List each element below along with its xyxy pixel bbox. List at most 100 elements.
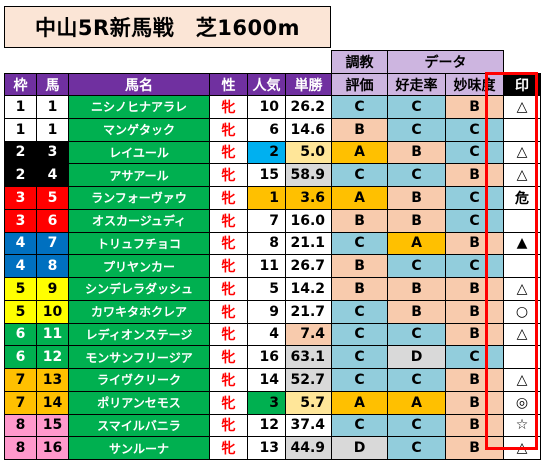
header-shirushi: 印 xyxy=(503,73,542,96)
kosoritsu-cell: C xyxy=(387,436,447,460)
horse-name-cell: ポリアンセモス xyxy=(68,390,210,415)
odds-cell: 14.2 xyxy=(284,277,333,301)
kosoritsu-cell: B xyxy=(387,140,447,165)
sex-cell: 牝 xyxy=(209,436,248,460)
kosoritsu-cell: B xyxy=(387,186,447,210)
hyoka-cell: A xyxy=(331,140,389,165)
header-tansho: 単勝 xyxy=(284,73,333,96)
header-kosoritsu: 好走率 xyxy=(387,73,447,96)
sex-cell: 牝 xyxy=(209,254,248,278)
uma-cell: 16 xyxy=(36,436,69,460)
sex-cell: 牝 xyxy=(209,413,248,438)
table-row: 2 4 アサアール牝 15 58.9 C C B △ xyxy=(4,163,542,187)
header-data: データ xyxy=(387,50,505,74)
hyoka-cell: C xyxy=(331,231,389,256)
header-chokyo: 調教 xyxy=(331,50,389,74)
horse-name-cell: シンデレラダッシュ xyxy=(68,277,210,301)
hyoka-cell: B xyxy=(331,208,389,233)
sex-cell: 牝 xyxy=(209,368,248,392)
ninki-cell: 10 xyxy=(247,95,286,119)
horse-name-cell: サンルーナ xyxy=(68,436,210,460)
uma-cell: 14 xyxy=(36,390,69,415)
header-ninki: 人気 xyxy=(247,73,286,96)
waku-cell: 1 xyxy=(4,117,37,142)
uma-cell: 8 xyxy=(36,254,69,278)
ninki-cell: 8 xyxy=(247,231,286,256)
ninki-cell: 3 xyxy=(247,390,286,415)
hyoka-cell: C xyxy=(331,95,389,119)
ninki-cell: 9 xyxy=(247,299,286,324)
mimido-cell: B xyxy=(445,231,505,256)
mimido-cell: B xyxy=(445,368,505,392)
sex-cell: 牝 xyxy=(209,390,248,415)
uma-cell: 1 xyxy=(36,117,69,142)
odds-cell: 58.9 xyxy=(284,163,333,187)
hyoka-cell: C xyxy=(331,368,389,392)
ninki-cell: 12 xyxy=(247,413,286,438)
table-row: 6 12 モンサンフリージア牝 16 63.1 C D C xyxy=(4,345,542,369)
table-row: 3 6 オスカージュディ牝 7 16.0 B B C xyxy=(4,208,542,233)
waku-cell: 3 xyxy=(4,208,37,233)
uma-cell: 13 xyxy=(36,368,69,392)
table-row: 8 16 サンルーナ牝 13 44.9 D C B △ xyxy=(4,436,542,460)
sex-cell: 牝 xyxy=(209,163,248,187)
mark-cell: ○ xyxy=(503,299,542,324)
hyoka-cell: D xyxy=(331,436,389,460)
uma-cell: 10 xyxy=(36,299,69,324)
ninki-cell: 4 xyxy=(247,322,286,347)
horse-name-cell: プリヤンカー xyxy=(68,254,210,278)
kosoritsu-cell: B xyxy=(387,277,447,301)
sex-cell: 牝 xyxy=(209,186,248,210)
uma-cell: 4 xyxy=(36,163,69,187)
kosoritsu-cell: B xyxy=(387,299,447,324)
odds-cell: 44.9 xyxy=(284,436,333,460)
mark-cell: △ xyxy=(503,140,542,165)
sex-cell: 牝 xyxy=(209,299,248,324)
mark-cell: △ xyxy=(503,436,542,460)
header-mimido: 妙味度 xyxy=(445,73,505,96)
kosoritsu-cell: C xyxy=(387,368,447,392)
hyoka-cell: C xyxy=(331,299,389,324)
mimido-cell: B xyxy=(445,390,505,415)
horse-name-cell: マンゲタック xyxy=(68,117,210,142)
odds-cell: 16.0 xyxy=(284,208,333,233)
odds-cell: 63.1 xyxy=(284,345,333,369)
waku-cell: 6 xyxy=(4,322,37,347)
hyoka-cell: C xyxy=(331,163,389,187)
header-spacer xyxy=(4,50,332,74)
mark-cell: △ xyxy=(503,322,542,347)
header-bamei: 馬名 xyxy=(68,73,210,96)
table-row: 1 1 マンゲタック牝 6 14.6 B C C xyxy=(4,117,542,142)
kosoritsu-cell: C xyxy=(387,254,447,278)
table-row: 5 9 シンデレラダッシュ牝 5 14.2 B B B △ xyxy=(4,277,542,301)
waku-cell: 6 xyxy=(4,345,37,369)
kosoritsu-cell: C xyxy=(387,322,447,347)
hyoka-cell: B xyxy=(331,254,389,278)
race-title: 中山5R新馬戦 芝1600m xyxy=(4,6,331,48)
waku-cell: 7 xyxy=(4,390,37,415)
table-row: 7 14 ポリアンセモス牝 3 5.7 A A B ◎ xyxy=(4,390,542,415)
table-row: 1 1 ニシノヒナアラレ牝 10 26.2 C C B △ xyxy=(4,95,542,119)
ninki-cell: 2 xyxy=(247,140,286,165)
mark-cell xyxy=(503,208,542,233)
mimido-cell: B xyxy=(445,413,505,438)
uma-cell: 15 xyxy=(36,413,69,438)
odds-cell: 3.6 xyxy=(284,186,333,210)
mimido-cell: C xyxy=(445,345,505,369)
waku-cell: 4 xyxy=(4,254,37,278)
odds-cell: 26.2 xyxy=(284,95,333,119)
waku-cell: 8 xyxy=(4,413,37,438)
mimido-cell: B xyxy=(445,95,505,119)
mark-cell: ▲ xyxy=(503,231,542,256)
odds-cell: 52.7 xyxy=(284,368,333,392)
odds-cell: 5.0 xyxy=(284,140,333,165)
mark-cell xyxy=(503,254,542,278)
waku-cell: 5 xyxy=(4,277,37,301)
mimido-cell: C xyxy=(445,208,505,233)
horse-name-cell: ニシノヒナアラレ xyxy=(68,95,210,119)
odds-cell: 5.7 xyxy=(284,390,333,415)
uma-cell: 5 xyxy=(36,186,69,210)
horse-name-cell: トリュフチョコ xyxy=(68,231,210,256)
kosoritsu-cell: D xyxy=(387,345,447,369)
table-row: 4 7 トリュフチョコ牝 8 21.1 C A B ▲ xyxy=(4,231,542,256)
